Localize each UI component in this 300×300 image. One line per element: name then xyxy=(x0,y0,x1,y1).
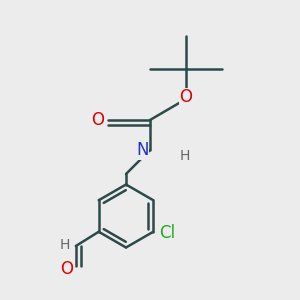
Text: O: O xyxy=(60,260,73,278)
Text: H: H xyxy=(180,149,190,163)
Text: O: O xyxy=(92,111,104,129)
Text: H: H xyxy=(60,238,70,252)
Text: Cl: Cl xyxy=(159,224,175,242)
Text: N: N xyxy=(136,141,148,159)
Text: O: O xyxy=(179,88,193,106)
